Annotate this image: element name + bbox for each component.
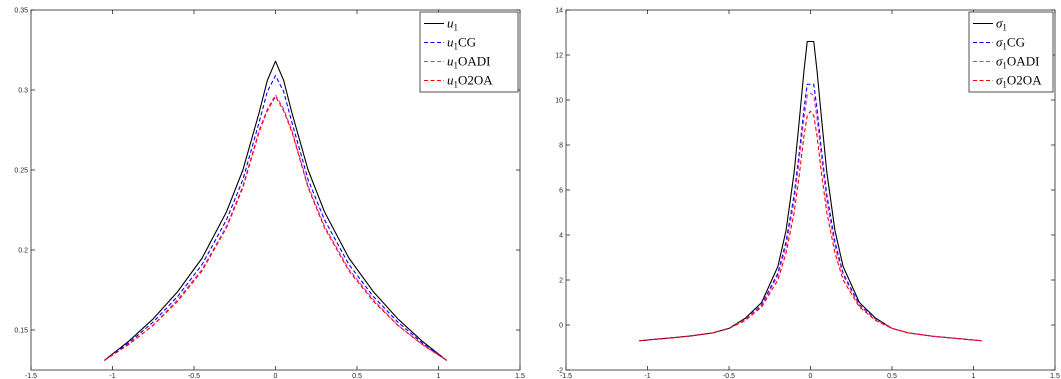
x-tick-label: -1 (644, 373, 650, 379)
y-tick-label: 4 (559, 233, 563, 240)
series-line-0 (639, 40, 982, 342)
x-tick-label: 1.5 (515, 373, 525, 379)
x-tick-label: 0.5 (352, 373, 362, 379)
y-tick-label: 8 (559, 143, 563, 150)
series-line-1 (104, 75, 447, 361)
x-tick-label: 0.5 (887, 373, 897, 379)
chart-sigma1-panel: -1.5 -1 -0.5 0 0.5 1 1.5 -2 0 2 4 6 8 10 12 14 σ1 σ1CG σ1O… (555, 8, 1060, 379)
legend-box (419, 11, 519, 93)
series-line-2 (639, 92, 982, 342)
y-tick-label: 2 (559, 278, 563, 285)
legend: u1 u1CG u1OADI u1O2OA (419, 11, 519, 93)
series-line-1 (639, 83, 982, 342)
legend-label-0: u1 (447, 16, 458, 33)
x-tick-label: 1.5 (1050, 373, 1060, 379)
y-tick-label: 0 (559, 323, 563, 330)
x-tick-label: -1 (109, 373, 115, 379)
y-tick-label: 0.2 (18, 248, 28, 255)
x-tick-label: 0 (809, 373, 813, 379)
series-line-0 (104, 60, 447, 361)
y-tick-label: 6 (559, 188, 563, 195)
plot-area (104, 60, 447, 361)
legend-label-1: u1CG (447, 35, 476, 52)
legend: σ1 σ1CG σ1OADI σ1O2OA (968, 11, 1054, 93)
x-tick-label: 0 (274, 373, 278, 379)
y-tick-label: 10 (555, 98, 563, 105)
y-tick-label: 0.3 (18, 88, 28, 95)
legend-label-3: u1O2OA (447, 73, 493, 90)
legend-label-0: σ1 (996, 16, 1007, 33)
x-tick-label: -0.5 (723, 373, 735, 379)
y-tick-label: 0.15 (14, 328, 28, 335)
legend-label-2: σ1OADI (996, 54, 1039, 71)
plot-area (639, 40, 982, 342)
y-tick-label: 0.25 (14, 168, 28, 175)
x-tick-label: -0.5 (188, 373, 200, 379)
x-tick-label: -1.5 (560, 373, 572, 379)
legend-box (968, 11, 1054, 93)
legend-label-3: σ1O2OA (996, 73, 1042, 90)
series-line-3 (639, 110, 982, 342)
x-tick-label: 1 (972, 373, 976, 379)
series-line-2 (104, 94, 447, 361)
y-tick-label: 14 (555, 8, 563, 15)
y-tick-label: 0.35 (14, 8, 28, 15)
y-tick-label: -2 (557, 368, 563, 375)
series-line-3 (104, 95, 447, 361)
y-tick-label: 12 (555, 53, 563, 60)
x-tick-label: 1 (437, 373, 441, 379)
chart-u1-panel: -1.5 -1 -0.5 0 0.5 1 1.50.150.20.250.30.35u1u1… (14, 8, 525, 379)
x-tick-label: -1.5 (25, 373, 37, 379)
legend-label-1: σ1CG (996, 35, 1025, 52)
legend-label-2: u1OADI (447, 54, 491, 71)
